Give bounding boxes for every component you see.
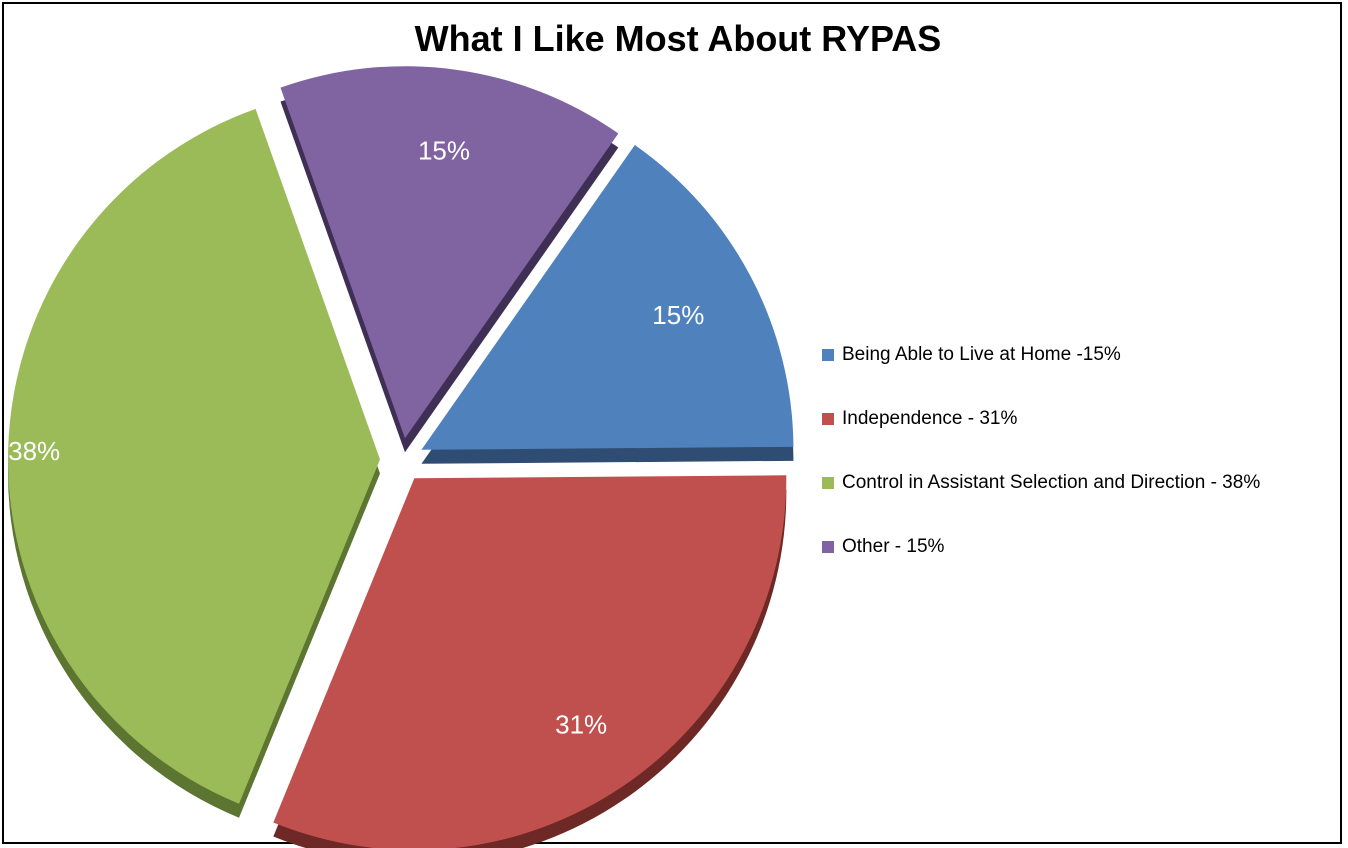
legend: Being Able to Live at Home -15% Independ…: [822, 342, 1260, 598]
pie-slice-label: 15%: [418, 136, 470, 166]
pie-slice: [273, 475, 787, 848]
legend-label: Being Able to Live at Home -15%: [842, 344, 1121, 365]
legend-swatch: [822, 541, 834, 553]
legend-swatch: [822, 413, 834, 425]
pie-slice: [280, 66, 619, 439]
legend-swatch: [822, 349, 834, 361]
legend-label: Control in Assistant Selection and Direc…: [842, 472, 1261, 493]
pie-slice-label: 31%: [555, 710, 607, 740]
pie-slice: [8, 108, 381, 804]
chart-title: What I Like Most About RYPAS: [414, 18, 942, 59]
legend-label: Independence - 31%: [842, 408, 1018, 429]
legend-item-being-able-to-live-at-home: Being Able to Live at Home -15%: [822, 342, 1260, 368]
legend-label: Other - 15%: [842, 536, 945, 557]
legend-item-independence: Independence - 31%: [822, 406, 1260, 432]
legend-item-other: Other - 15%: [822, 534, 1260, 560]
pie-slice-label: 15%: [652, 300, 704, 330]
pie-slice-label: 38%: [8, 436, 60, 466]
legend-item-control-in-assistant-selection: Control in Assistant Selection and Direc…: [822, 470, 1260, 496]
pie-slice: [421, 145, 794, 450]
legend-swatch: [822, 477, 834, 489]
